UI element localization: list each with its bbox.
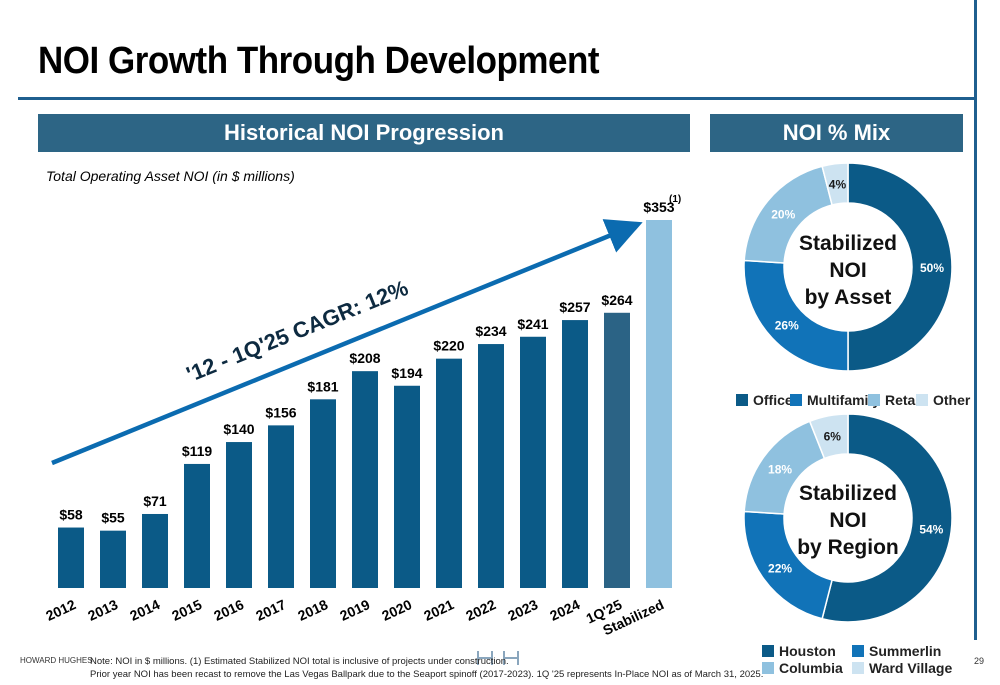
bar-2012: [58, 527, 84, 588]
legend-item-summerlin: Summerlin: [852, 643, 941, 659]
bar-value-label: $208: [349, 350, 380, 366]
bar-value-label: $119: [182, 443, 213, 459]
footer-note: Note: NOI in $ millions. (1) Estimated S…: [90, 655, 763, 681]
bar-2015: [184, 463, 210, 588]
cagr-arrow: [51, 219, 643, 466]
donut-center-label: Stabilized: [799, 482, 897, 505]
brand-logo-icon: [477, 651, 519, 665]
mix-banner: NOI % Mix: [710, 114, 963, 152]
bar-2018: [310, 399, 336, 588]
bar-value-label: $264: [601, 292, 632, 308]
bar-value-label: $234: [475, 323, 506, 339]
bar-2014: [142, 513, 168, 588]
slice-percent-label: 22%: [768, 561, 792, 575]
bar-2019: [352, 371, 378, 588]
legend-swatch: [736, 394, 748, 406]
page-title: NOI Growth Through Development: [38, 40, 600, 82]
slice-office: [847, 162, 953, 372]
bar-value-label: $58: [59, 507, 83, 523]
donut-center-label: Stabilized: [799, 232, 897, 255]
slice-ward-village: [808, 413, 849, 460]
legend-swatch: [852, 662, 864, 674]
legend-item-other: Other: [916, 392, 970, 408]
legend-item-retail: Retail: [868, 392, 923, 408]
legend-item-houston: Houston: [762, 643, 836, 659]
bar-value-label: $220: [433, 338, 464, 354]
slice-other: [821, 162, 849, 206]
brand-label: HOWARD HUGHES: [20, 656, 93, 665]
legend-swatch: [852, 645, 864, 657]
legend-swatch: [916, 394, 928, 406]
bar-2022: [478, 344, 504, 588]
slice-percent-label: 18%: [768, 463, 792, 477]
footer-note-line1: Note: NOI in $ millions. (1) Estimated S…: [90, 656, 509, 667]
slice-percent-label: 4%: [829, 178, 847, 192]
bar-value-label: $140: [223, 421, 254, 437]
header-rule: [18, 97, 977, 100]
legend-swatch: [868, 394, 880, 406]
donut-center-label: by Region: [797, 536, 899, 559]
bar-2016: [226, 442, 252, 588]
slice-percent-label: 6%: [824, 429, 842, 443]
bar-value-label: $353: [643, 199, 674, 215]
bar-1Q'25: [604, 312, 630, 588]
legend-item-ward-village: Ward Village: [852, 660, 952, 676]
donut-center-label: NOI: [829, 259, 866, 282]
legend-item-columbia: Columbia: [762, 660, 843, 676]
side-rule: [974, 100, 977, 640]
bar-2024: [562, 320, 588, 588]
bar-2023: [520, 336, 546, 588]
legend-swatch: [790, 394, 802, 406]
bar-value-label: $55: [101, 510, 125, 526]
legend-swatch: [762, 645, 774, 657]
bar-value-label: $71: [143, 493, 167, 509]
slice-percent-label: 20%: [771, 207, 795, 221]
donut-center-label: by Asset: [805, 286, 892, 309]
bar-value-label: $194: [391, 365, 422, 381]
slice-percent-label: 54%: [919, 523, 943, 537]
legend-swatch: [762, 662, 774, 674]
header-vertical-rule: [974, 0, 977, 98]
historical-banner: Historical NOI Progression: [38, 114, 690, 152]
donut-center-label: NOI: [829, 509, 866, 532]
bar-2013: [100, 530, 126, 588]
footer-note-line2: Prior year NOI has been recast to remove…: [90, 669, 764, 680]
bar-2021: [436, 358, 462, 588]
bar-value-label: $257: [559, 299, 590, 315]
bar-2017: [268, 425, 294, 588]
slice-percent-label: 26%: [775, 319, 799, 333]
bar-Stabilized: [646, 220, 672, 588]
bar-2020: [394, 385, 420, 588]
slice-percent-label: 50%: [920, 261, 944, 275]
legend-item-multifamily: Multifamily: [790, 392, 880, 408]
page-number: 29: [974, 656, 985, 666]
bar-value-label: $156: [265, 404, 296, 420]
legend-item-office: Office: [736, 392, 793, 408]
footnote-marker: (1): [669, 194, 681, 205]
chart-subtitle: Total Operating Asset NOI (in $ millions…: [46, 168, 295, 184]
bar-value-label: $181: [307, 378, 338, 394]
slice-houston: [821, 413, 953, 623]
bar-value-label: $241: [517, 316, 548, 332]
